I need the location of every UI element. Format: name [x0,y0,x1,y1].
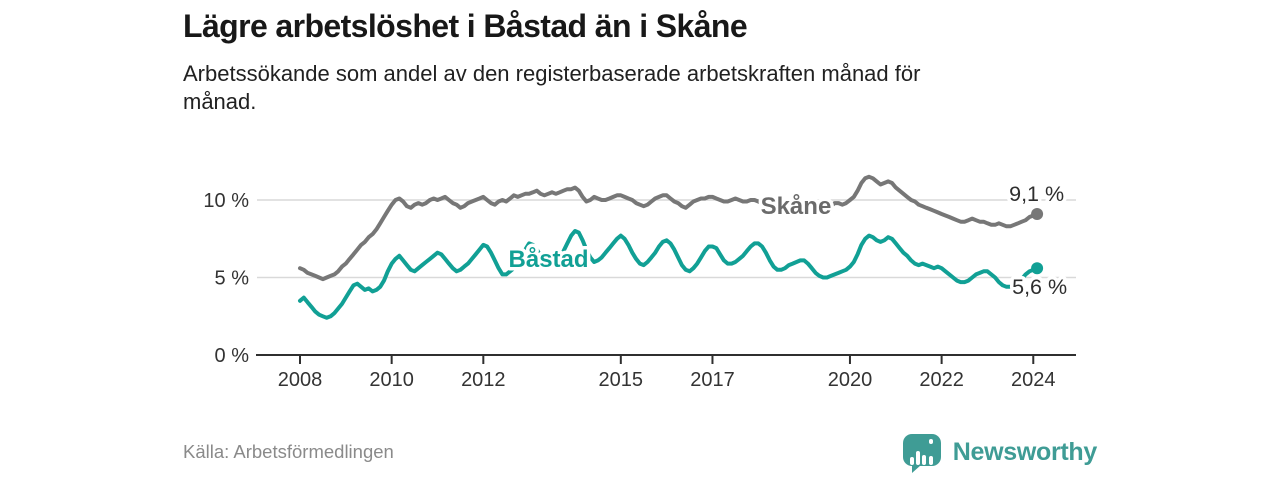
x-tick-label: 2008 [278,369,323,391]
page-title: Lägre arbetslöshet i Båstad än i Skåne [183,8,748,44]
logo-bar-chart-icon [915,451,920,465]
series-end-dot-0 [1031,207,1044,220]
y-tick-label: 10 % [203,190,249,212]
x-tick-label: 2015 [599,369,644,391]
chart-subtitle: Arbetssökande som andel av den registerb… [183,61,921,115]
series-end-value-label-1: 5,6 % [1012,275,1067,299]
source-text: Källa: Arbetsförmedlingen [183,441,394,462]
series-end-dot-1 [1031,262,1044,275]
logo-bar-chart-icon [921,455,926,465]
x-tick-label: 2010 [369,369,414,391]
x-tick-label: 2022 [919,369,964,391]
y-tick-label: 0 % [215,345,250,367]
y-tick-label: 5 % [215,268,250,290]
series-end-value-label-0: 9,1 % [1009,182,1064,206]
speech-bubble-tail [911,465,921,473]
newsworthy-logo-text: Newsworthy [952,437,1098,466]
series-label-0: Skåne [761,193,832,220]
x-tick-label: 2017 [690,369,735,391]
x-tick-label: 2012 [461,369,506,391]
logo-exclamation-icon [928,439,934,444]
logo-bar-chart-icon [909,457,914,465]
logo-exclamation-icon [928,456,933,465]
newsworthy-logo-icon [902,432,943,473]
newsworthy-logo: Newsworthy [902,432,1098,473]
series-line-0 [298,174,1040,282]
x-tick-label: 2024 [1011,369,1056,391]
chart-footer: Källa: Arbetsförmedlingen Newsworthy [183,432,1098,473]
series-label-1: Båstad [509,246,589,273]
series-line-1 [298,229,1040,320]
x-tick-label: 2020 [828,369,873,391]
